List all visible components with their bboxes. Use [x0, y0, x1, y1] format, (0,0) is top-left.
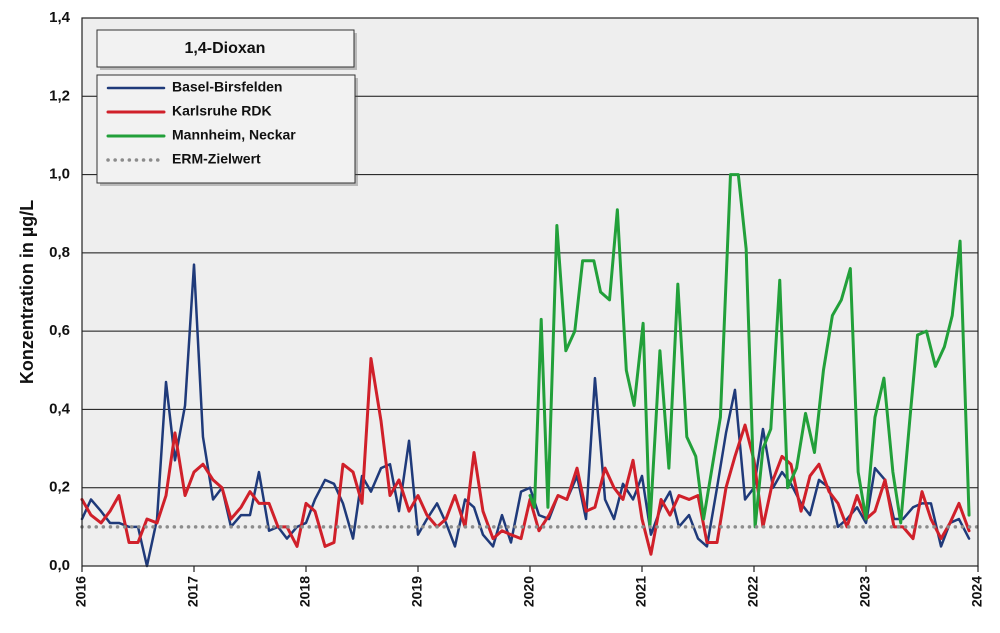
title-box	[96, 29, 355, 68]
legend-label: Karlsruhe RDK	[172, 103, 272, 119]
x-tick-label: 2021	[633, 576, 649, 607]
legend: Basel-Birsfelden Karlsruhe RDK Mannheim, N…	[106, 79, 296, 167]
x-tick-label: 2018	[297, 576, 313, 607]
x-tick-label: 2024	[969, 576, 985, 607]
y-tick-label: 0,4	[49, 400, 71, 417]
x-tick-label: 2019	[409, 576, 425, 607]
y-tick-label: 0,6	[49, 322, 70, 339]
series-line	[528, 173, 971, 529]
legend-label: Mannheim, Neckar	[172, 127, 296, 143]
y-tick-label: 1,4	[49, 9, 71, 26]
y-tick-label: 1,2	[49, 87, 70, 104]
x-tick-label: 2017	[185, 576, 201, 607]
x-tick-label: 2020	[521, 576, 537, 607]
axes: 0,0 0,2 0,4 0,6 0,8 1,0 1,2 1,4 2016 2017 2018 2019…	[49, 9, 985, 607]
chart-title: 1,4-Dioxan	[185, 40, 266, 57]
x-tick-label: 2016	[73, 576, 89, 607]
y-tick-label: 0,0	[49, 557, 70, 574]
x-tick-label: 2023	[857, 576, 873, 607]
y-tick-label: 0,8	[49, 244, 70, 261]
y-tick-label: 1,0	[49, 166, 70, 183]
legend-label: Basel-Birsfelden	[172, 79, 282, 95]
legend-label: ERM-Zielwert	[172, 151, 261, 167]
series-line	[80, 357, 971, 556]
legend-box	[96, 74, 356, 184]
y-tick-label: 0,2	[49, 479, 70, 496]
series-line	[80, 263, 971, 568]
x-tick-label: 2022	[745, 576, 761, 607]
y-axis-label: Konzentration in µg/L	[17, 200, 37, 384]
lines	[80, 173, 980, 568]
